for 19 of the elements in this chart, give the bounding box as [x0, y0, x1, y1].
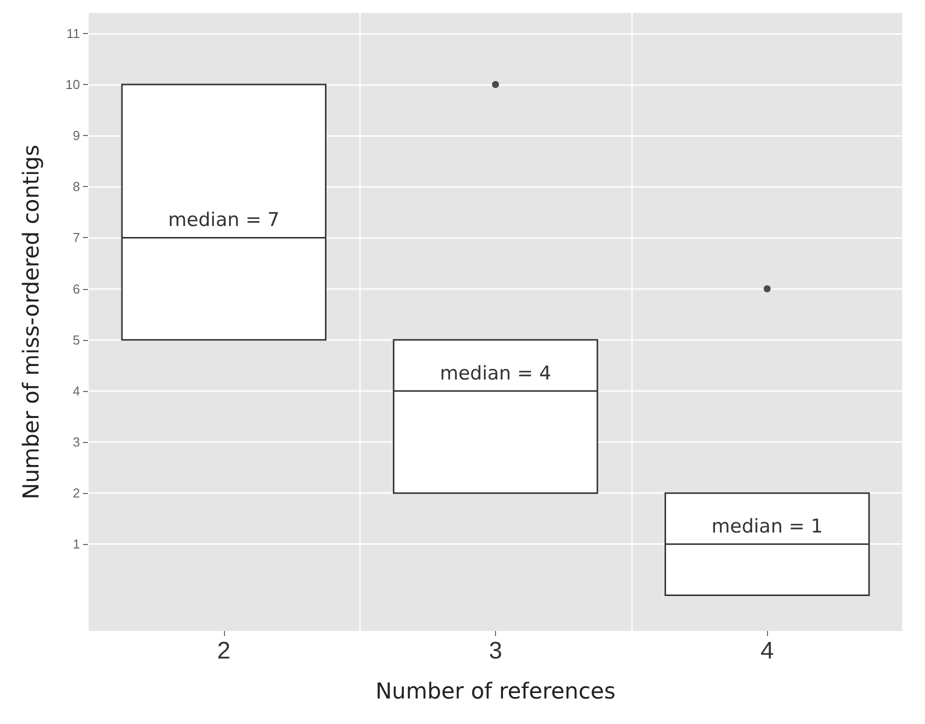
y-axis-title: Number of miss-ordered contigs	[20, 144, 44, 500]
x-tick-label: 3	[488, 638, 502, 664]
y-tick-label: 5	[72, 332, 80, 348]
x-tick-label: 4	[760, 638, 774, 664]
annotation: median = 1	[712, 516, 823, 538]
x-axis-title: Number of references	[375, 680, 616, 704]
y-tick-label: 1	[72, 536, 80, 552]
y-tick-label: 9	[72, 128, 80, 144]
y-tick-label: 6	[72, 281, 80, 296]
y-tick-label: 10	[66, 77, 80, 92]
y-tick-label: 8	[72, 179, 80, 194]
y-tick-label: 11	[66, 26, 80, 41]
x-tick-label: 2	[217, 638, 231, 664]
annotation: median = 7	[168, 209, 280, 232]
annotation: median = 4	[440, 362, 552, 384]
y-tick-label: 3	[72, 434, 80, 450]
y-tick-label: 2	[72, 486, 80, 501]
y-tick-label: 7	[72, 230, 80, 246]
y-tick-label: 4	[72, 383, 80, 398]
